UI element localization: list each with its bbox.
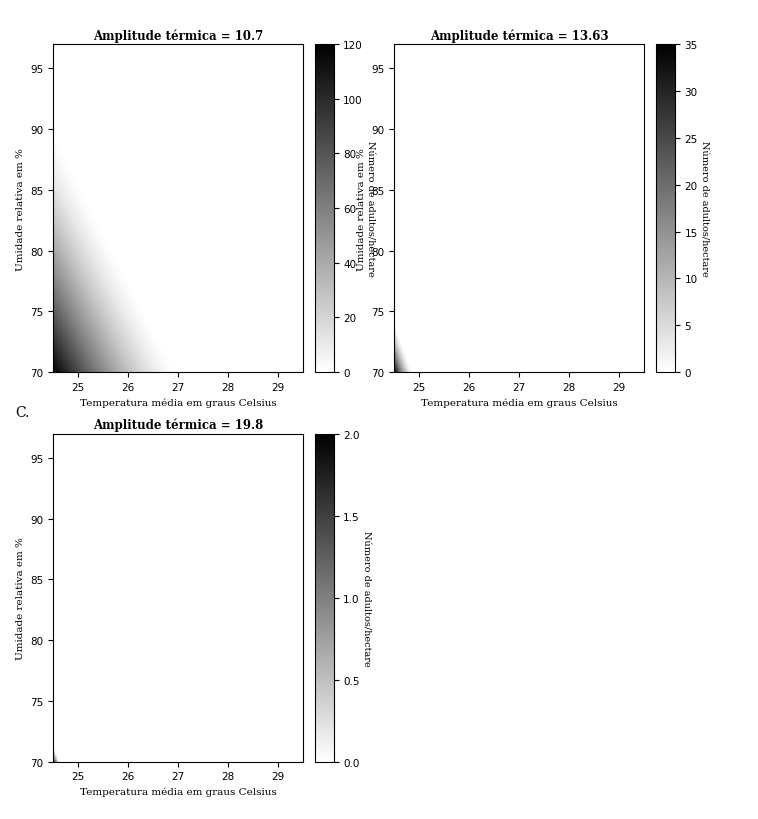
Y-axis label: Umidade relativa em %: Umidade relativa em % xyxy=(15,536,24,659)
Y-axis label: Umidade relativa em %: Umidade relativa em % xyxy=(356,147,365,270)
Text: C.: C. xyxy=(15,405,30,419)
Y-axis label: Número de adultos/hectare: Número de adultos/hectare xyxy=(365,141,374,277)
Title: Amplitude térmica = 19.8: Amplitude térmica = 19.8 xyxy=(93,418,263,432)
Title: Amplitude térmica = 13.63: Amplitude térmica = 13.63 xyxy=(430,29,609,43)
X-axis label: Temperatura média em graus Celsius: Temperatura média em graus Celsius xyxy=(421,398,618,407)
Y-axis label: Número de adultos/hectare: Número de adultos/hectare xyxy=(362,530,371,666)
Y-axis label: Umidade relativa em %: Umidade relativa em % xyxy=(15,147,24,270)
Title: Amplitude térmica = 10.7: Amplitude térmica = 10.7 xyxy=(93,29,263,43)
X-axis label: Temperatura média em graus Celsius: Temperatura média em graus Celsius xyxy=(80,787,277,796)
X-axis label: Temperatura média em graus Celsius: Temperatura média em graus Celsius xyxy=(80,398,277,407)
Y-axis label: Número de adultos/hectare: Número de adultos/hectare xyxy=(700,141,709,277)
